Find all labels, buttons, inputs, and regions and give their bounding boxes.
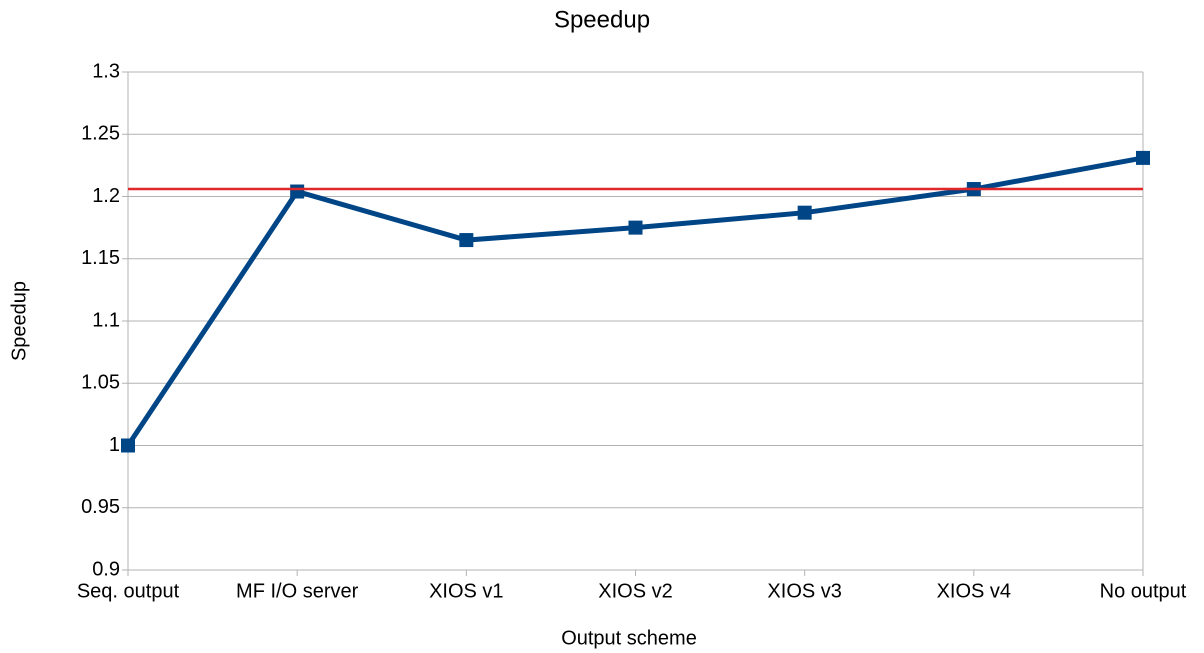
y-tick-label: 1.2	[92, 185, 120, 207]
y-tick-label: 1.3	[92, 60, 120, 82]
marker	[121, 438, 135, 453]
y-tick-label: 1.15	[81, 247, 120, 269]
x-tick-label: XIOS v2	[598, 580, 672, 602]
y-tick-label: 0.95	[81, 496, 120, 518]
marker	[797, 205, 812, 220]
x-tick-label: XIOS v4	[937, 580, 1011, 602]
y-tick-label: 1.25	[81, 123, 120, 145]
marker	[459, 233, 474, 248]
y-tick-label: 1	[109, 434, 120, 456]
x-tick-label: Seq. output	[77, 580, 180, 602]
x-tick-label: No output	[1100, 580, 1187, 602]
y-tick-label: 1.05	[81, 372, 120, 394]
y-tick-label: 0.9	[92, 558, 120, 580]
y-axis-title: Speedup	[8, 281, 30, 361]
y-tick-label: 1.1	[92, 309, 120, 331]
marker	[290, 184, 305, 199]
marker	[1136, 150, 1150, 165]
series-line	[125, 155, 1144, 447]
chart-title: Speedup	[554, 6, 650, 33]
x-tick-label: XIOS v1	[429, 580, 503, 602]
marker	[628, 220, 643, 235]
x-tick-label: MF I/O server	[236, 580, 359, 602]
x-tick-label: XIOS v3	[767, 580, 841, 602]
x-axis-title: Output scheme	[561, 627, 697, 649]
